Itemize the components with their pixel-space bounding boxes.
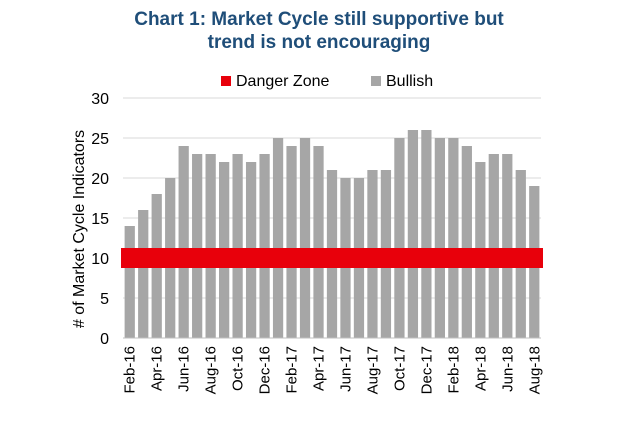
y-tick-label: 20 [91,171,109,188]
x-tick-label: Dec-17 [418,346,435,394]
x-tick-label: Jun-17 [337,346,354,392]
bar [313,146,324,338]
x-tick-label: Jun-18 [499,346,516,392]
bar [421,130,432,338]
y-tick-label: 25 [91,131,109,148]
chart-title-line-2: trend is not encouraging [207,32,431,53]
x-tick-label: Feb-17 [284,346,301,394]
y-tick-label: 30 [91,91,109,108]
x-tick-label: Oct-16 [230,346,247,391]
legend-label: Danger Zone [236,73,329,90]
bar [178,146,189,338]
x-axis: Feb-16 Apr-16 Jun-16 Aug-16 Oct-16 Dec-16 Feb-… [122,337,543,394]
x-tick-label: Apr-16 [149,346,166,391]
bar [502,154,513,338]
x-tick-label: Dec-16 [257,346,274,394]
bar [434,138,445,338]
legend: Danger Zone Bullish [221,73,433,90]
x-tick-label: Apr-17 [311,346,328,391]
x-tick-label: Jun-16 [176,346,193,392]
x-tick-label: Aug-17 [364,346,381,394]
bar [205,154,216,338]
bar [192,154,203,338]
danger-zone-band [121,248,543,268]
legend-label: Bullish [386,73,433,90]
chart-title: Chart 1: Market Cycle still supportive b… [0,8,638,54]
bar [138,210,149,338]
bar [286,146,297,338]
danger-zone-line [121,248,543,268]
legend-swatch [371,76,381,86]
bar [394,138,405,338]
y-axis: 0 5 10 15 20 25 30 [91,91,109,348]
bar [259,154,270,338]
y-tick-label: 15 [91,211,109,228]
legend-swatch [221,76,231,86]
bar [299,138,311,338]
bar-series-bullish [124,130,540,338]
x-tick-label: Oct-17 [391,346,408,391]
x-tick-label: Feb-18 [445,346,462,394]
y-tick-label: 0 [100,331,109,348]
bar [124,226,135,338]
x-tick-label: Feb-16 [122,346,139,394]
bar [407,130,419,338]
x-tick-label: Aug-16 [203,346,220,394]
x-tick-label: Aug-18 [526,346,543,394]
y-axis-label: # of Market Cycle Indicators [71,130,88,328]
y-tick-label: 5 [100,291,109,308]
y-tick-label: 10 [91,251,109,268]
bar [488,154,499,338]
bar [461,146,472,338]
chart-title-line-1: Chart 1: Market Cycle still supportive b… [134,9,504,30]
bar [272,138,284,338]
x-tick-label: Apr-18 [472,346,489,391]
bar [448,138,459,338]
bar [232,154,243,338]
